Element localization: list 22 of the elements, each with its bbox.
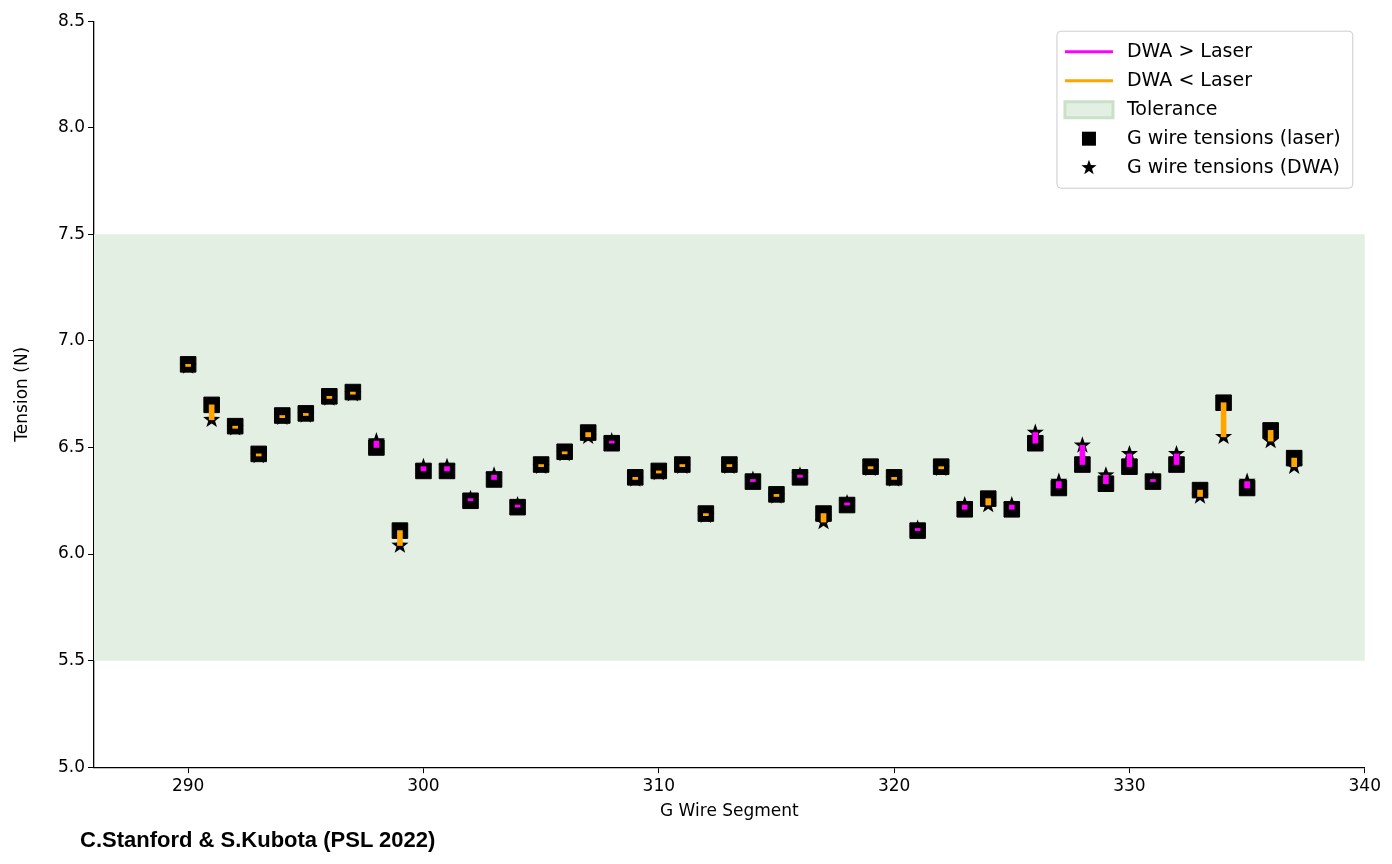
y-tick-label: 5.5 (57, 649, 85, 670)
x-tick-label: 340 (1348, 774, 1381, 795)
y-tick-label: 6.0 (57, 542, 85, 563)
text: C.Stanford & S.Kubota (PSL 2022) (80, 827, 436, 853)
legend-label: G wire tensions (laser) (1126, 125, 1341, 148)
y-tick-label: 6.5 (57, 435, 85, 456)
y-tick-label: 7.5 (57, 222, 85, 243)
y-tick-label: 8.0 (57, 116, 85, 137)
y-tick-label: 5.0 (57, 755, 85, 776)
x-tick-label: 290 (171, 774, 205, 795)
x-axis-title: G Wire Segment (660, 800, 800, 821)
x-tick-label: 310 (642, 774, 676, 795)
x-tick-label: 300 (407, 774, 440, 795)
x-tick-label: 320 (877, 774, 911, 795)
y-tick-label: 7.0 (57, 329, 85, 350)
legend-label: G wire tensions (DWA) (1126, 154, 1340, 177)
y-axis-title: Tension (N) (10, 346, 31, 443)
legend-label: DWA < Laser (1126, 67, 1253, 90)
x-tick-label: 330 (1113, 774, 1146, 795)
legend-label: DWA > Laser (1126, 38, 1253, 61)
legend-label: Tolerance (1125, 96, 1218, 119)
y-tick-label: 8.5 (57, 9, 85, 30)
